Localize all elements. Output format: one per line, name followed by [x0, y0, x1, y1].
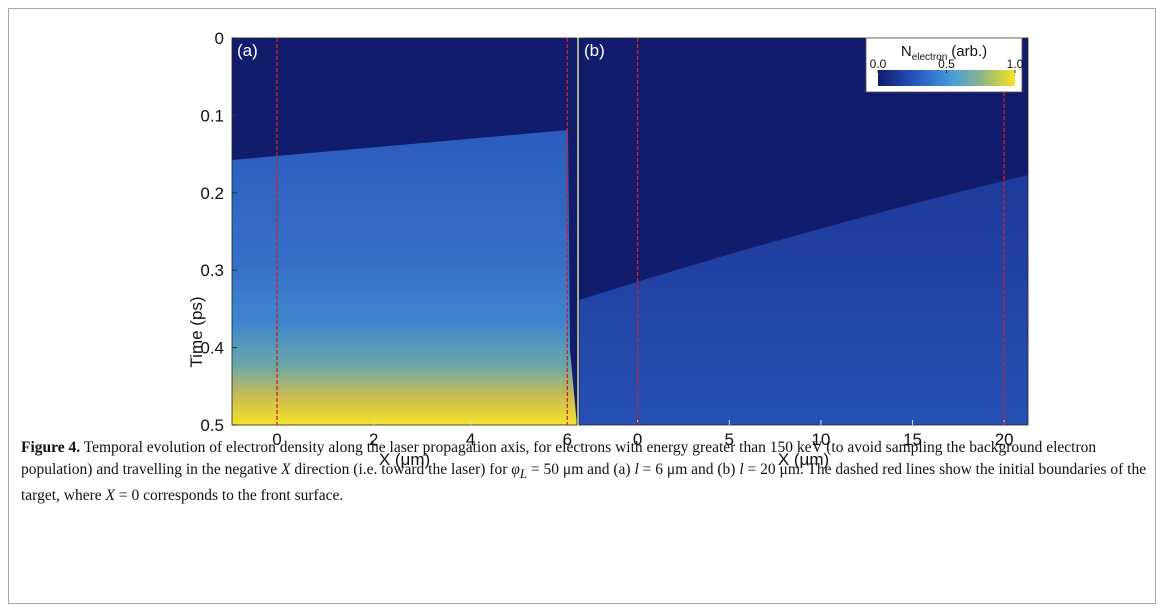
- y-tick-label: 0.1: [200, 106, 224, 125]
- x-tick-label: 10: [811, 430, 830, 449]
- y-axis-label: Time (ps): [187, 296, 206, 367]
- x-tick-label: 4: [466, 430, 475, 449]
- caption-label: Figure 4.: [21, 439, 81, 456]
- caption-text: = 20 μm. The dashed red lines show the i…: [21, 461, 1147, 505]
- x-tick-label: 5: [725, 430, 734, 449]
- heatmap-region: [579, 175, 1028, 425]
- panel-label: (a): [237, 41, 258, 60]
- panel-label: (b): [584, 41, 605, 60]
- panel-frame: [578, 37, 1029, 426]
- y-tick-label: 0.2: [200, 184, 224, 203]
- colorbar-title: Nelectron (arb.): [901, 43, 987, 63]
- caption-math: l: [739, 461, 744, 478]
- x-axis-label: X (μm): [778, 450, 829, 469]
- heatmap-region: [232, 130, 577, 425]
- caption-math: X: [105, 487, 115, 505]
- panel-frame: [231, 37, 578, 426]
- x-tick-label: 6: [563, 430, 572, 449]
- caption-text: = 50 μm and (a): [527, 461, 635, 478]
- caption: Figure 4. Temporal evolution of electron…: [21, 437, 1149, 507]
- caption-math: l: [634, 461, 639, 478]
- y-tick-label: 0.4: [200, 339, 224, 358]
- x-tick-label: 15: [903, 430, 922, 449]
- y-tick-label: 0.3: [200, 261, 224, 280]
- caption-text: Temporal evolution of electron density a…: [21, 439, 1097, 478]
- caption-text: direction (i.e. toward the laser) for: [290, 461, 512, 478]
- caption-math: X: [280, 461, 291, 478]
- caption-text: = 6 μm and (b): [638, 461, 740, 478]
- colorbar-tick-label: 1.0: [1007, 57, 1024, 71]
- colorbar-tick-label: 0.5: [938, 57, 955, 71]
- x-axis-label: X (μm): [379, 450, 430, 469]
- figure-frame: [8, 8, 1156, 604]
- y-tick-label: 0: [215, 29, 224, 48]
- axes: 0 0.1 0.2 0.3 0.4 0.5 0 2 4 6 X (μm) (a) 0 5 10 15 20 X (…: [200, 29, 1029, 469]
- x-tick-label: 20: [995, 430, 1014, 449]
- caption-math: φ: [511, 461, 520, 478]
- colorbar-tick-label: 0.0: [870, 57, 887, 71]
- colorbar: [878, 70, 1015, 86]
- caption-math: L: [519, 466, 528, 482]
- x-tick-label: 0: [633, 430, 642, 449]
- x-tick-label: 2: [369, 430, 378, 449]
- caption-text: = 0 corresponds to the front surface.: [114, 487, 344, 505]
- y-tick-label: 0.5: [200, 416, 224, 435]
- x-tick-label: 0: [272, 430, 281, 449]
